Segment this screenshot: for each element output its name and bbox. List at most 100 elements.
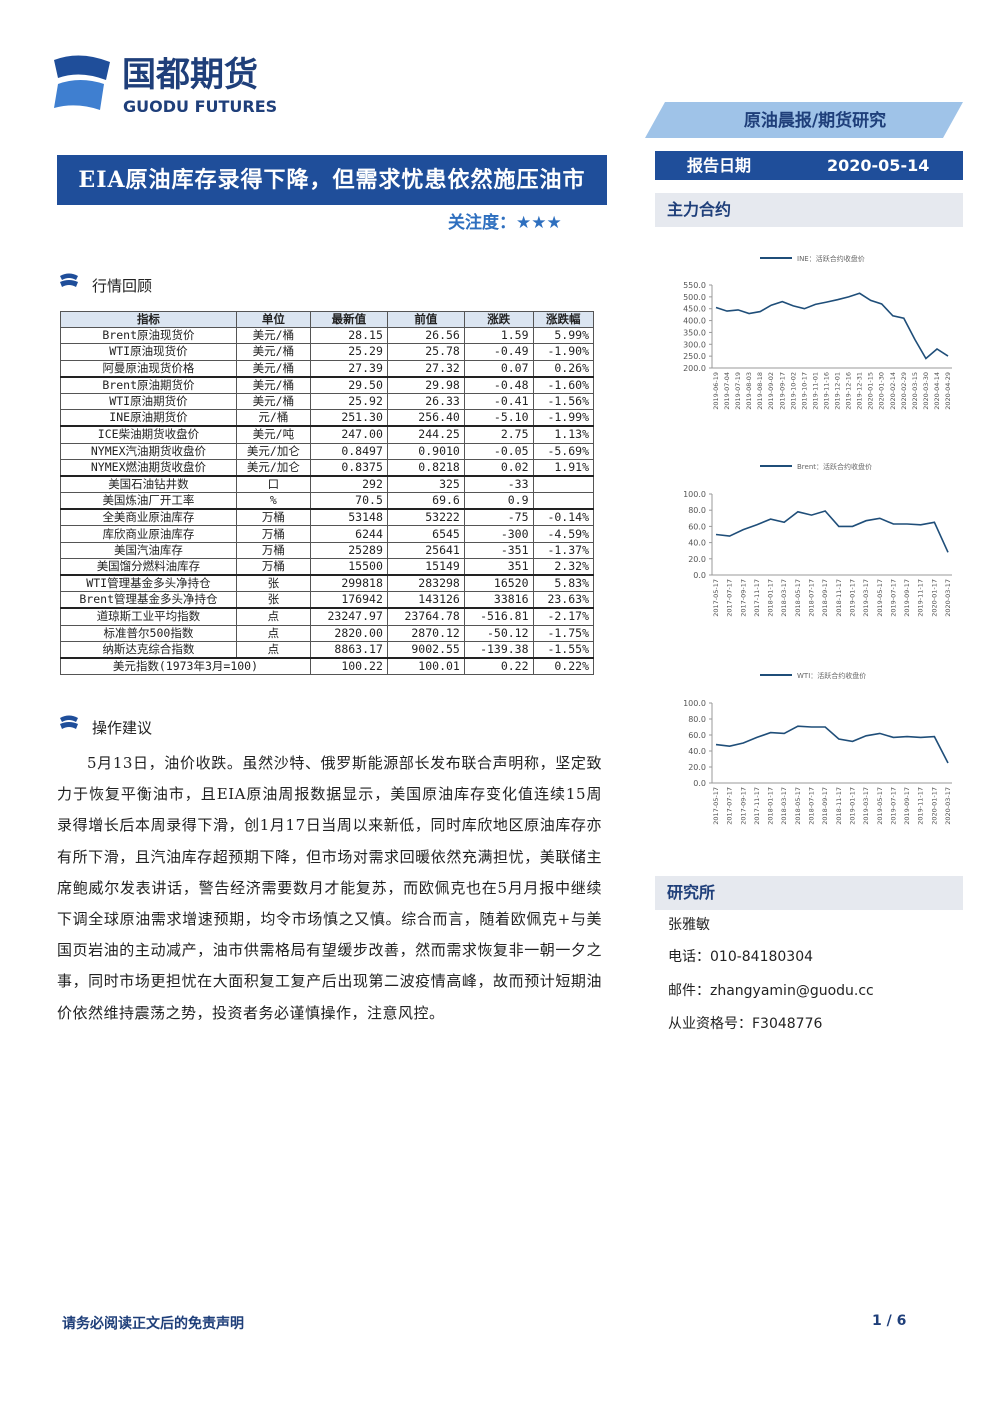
x-tick-label: 2019-12-01 (834, 372, 842, 410)
table-row: 标准普尔500指数点 2820.00 2870.12 -50.12 -1.75% (60, 624, 595, 642)
table-cell: 25289 (309, 541, 388, 559)
table-cell: 27.32 (386, 359, 465, 378)
section-heading: 操作建议 (92, 719, 153, 737)
table-row: NYMEX汽油期货收盘价 美元/加仑 0.8497 0.9010 -0.05 -5.69% (60, 442, 595, 460)
y-tick-label: 550.0 (683, 281, 706, 290)
x-tick-label: 2019-06-19 (712, 372, 720, 410)
table-row: Brent管理基金多头净持仓张 176942 143126 33816 23.63% (60, 591, 595, 610)
market-table: 指标 单位 最新值 前值 涨跌 涨跌幅 Brent原油现货价 美元/桶 28.15 26.56 1.… (60, 310, 595, 676)
table-cell: 100.01 (386, 657, 465, 676)
x-tick-label: 2018-01-17 (767, 787, 775, 825)
table-cell: INE原油期货价 (60, 409, 237, 428)
x-tick-label: 2020-03-17 (944, 787, 952, 825)
table-cell: 28.15 (309, 327, 388, 345)
x-tick-label: 2018-07-17 (808, 579, 816, 617)
table-cell: 100.22 (309, 657, 388, 676)
table-header: 指标 单位 最新值 前值 涨跌 涨跌幅 (60, 310, 595, 329)
table-cell: 万桶 (235, 557, 311, 576)
table-cell: -1.56% (532, 392, 595, 411)
table-cell: -1.55% (532, 640, 595, 659)
y-tick-label: 80.0 (688, 715, 706, 724)
title: EIA原油库存录得下降，但需求忧患依然施压油市 (57, 155, 607, 205)
table-cell: 23247.97 (309, 607, 388, 626)
x-tick-label: 2019-11-01 (811, 372, 819, 410)
y-tick-label: 400.0 (683, 317, 706, 326)
table-cell: 道琼斯工业平均指数 (60, 607, 237, 626)
y-tick-label: 200.0 (683, 364, 706, 373)
x-tick-label: 2018-11-17 (835, 579, 843, 617)
table-cell: 29.50 (309, 376, 388, 394)
x-tick-label: 2019-11-17 (917, 579, 925, 617)
table-cell: -0.49 (463, 343, 534, 361)
x-tick-label: 2019-03-17 (862, 579, 870, 617)
x-tick-label: 2020-03-17 (944, 579, 952, 617)
y-tick-label: 250.0 (683, 352, 706, 361)
table-cell: 15149 (386, 557, 465, 576)
x-tick-label: 2018-07-17 (808, 787, 816, 825)
table-cell: % (235, 492, 311, 511)
table-row: 道琼斯工业平均指数点 23247.97 23764.78 -516.81 -2.17% (60, 607, 595, 626)
x-tick-label: 2020-01-17 (930, 787, 938, 825)
disclaimer: 请务必阅读正文后的免责声明 (62, 1316, 244, 1332)
table-cell: 美国馏分燃料油库存 (60, 557, 237, 576)
y-tick-label: 20.0 (688, 763, 706, 772)
table-cell: 25.29 (309, 343, 388, 361)
table-cell: 1.59 (463, 327, 534, 345)
table-cell: 143126 (386, 591, 465, 610)
y-tick-label: 80.0 (688, 506, 706, 515)
y-tick-label: 500.0 (683, 293, 706, 302)
legend-label: INE：活跃合约收盘价 (797, 254, 865, 263)
y-tick-label: 60.0 (688, 522, 706, 531)
x-tick-label: 2019-07-17 (889, 787, 897, 825)
table-cell: 351 (463, 557, 534, 576)
table-cell: 69.6 (386, 492, 465, 511)
table-cell: 张 (235, 591, 311, 610)
y-tick-label: 20.0 (688, 555, 706, 564)
y-tick-label: 60.0 (688, 731, 706, 740)
x-tick-label: 2018-03-17 (780, 579, 788, 617)
y-tick-label: 40.0 (688, 747, 706, 756)
logo: 国都期货 GUODU FUTURES (54, 55, 277, 116)
research-heading: 研究所 (655, 876, 963, 910)
x-tick-label: 2019-09-02 (767, 372, 775, 410)
x-tick-label: 2019-08-18 (756, 372, 764, 410)
table-cell: 点 (235, 607, 311, 626)
table-cell: -75 (463, 508, 534, 527)
table-cell: 0.26% (532, 359, 595, 378)
x-tick-label: 2019-05-17 (876, 579, 884, 617)
table-cell: 15500 (309, 557, 388, 576)
table-cell: 1.13% (532, 425, 595, 444)
sidebar-heading: 主力合约 (655, 193, 963, 227)
table-cell: 9002.55 (386, 640, 465, 659)
table-cell: NYMEX汽油期货收盘价 (60, 442, 237, 460)
table-cell: WTI管理基金多头净持仓 (60, 574, 237, 593)
table-cell: 283298 (386, 574, 465, 593)
table-cell: 万桶 (235, 508, 311, 527)
table-body: Brent原油现货价 美元/桶 28.15 26.56 1.59 5.99% WTI原油现货… (60, 327, 595, 676)
table-row: 美国石油钻井数口 292 325 -33 (60, 475, 595, 494)
phone: 电话：010-84180304 (668, 949, 814, 965)
table-cell (532, 475, 595, 494)
license: 从业资格号：F3048776 (668, 1016, 823, 1032)
x-tick-label: 2019-12-16 (845, 372, 853, 410)
table-cell: -0.41 (463, 392, 534, 411)
table-cell: 全美商业原油库存 (60, 508, 237, 527)
table-row: INE原油期货价 元/桶 251.30 256.40 -5.10 -1.99% (60, 409, 595, 428)
table-cell: 万桶 (235, 525, 311, 543)
table-cell: -1.99% (532, 409, 595, 428)
table-cell: 27.39 (309, 359, 388, 378)
x-tick-label: 2019-07-17 (889, 579, 897, 617)
table-cell: -300 (463, 525, 534, 543)
x-tick-label: 2019-09-17 (903, 579, 911, 617)
table-cell: 25641 (386, 541, 465, 559)
table-cell: 美元/加仑 (235, 442, 311, 460)
table-cell: 26.33 (386, 392, 465, 411)
advice-paragraph: 5月13日，油价收跌。虽然沙特、俄罗斯能源部长发布联合声明称，坚定致力于恢复平衡… (57, 754, 602, 1022)
table-cell: 23764.78 (386, 607, 465, 626)
table-cell: 元/桶 (235, 409, 311, 428)
x-tick-label: 2019-01-17 (848, 787, 856, 825)
table-cell: 256.40 (386, 409, 465, 428)
x-tick-label: 2018-05-17 (794, 579, 802, 617)
table-cell: -33 (463, 475, 534, 494)
x-tick-label: 2017-05-17 (712, 787, 720, 825)
